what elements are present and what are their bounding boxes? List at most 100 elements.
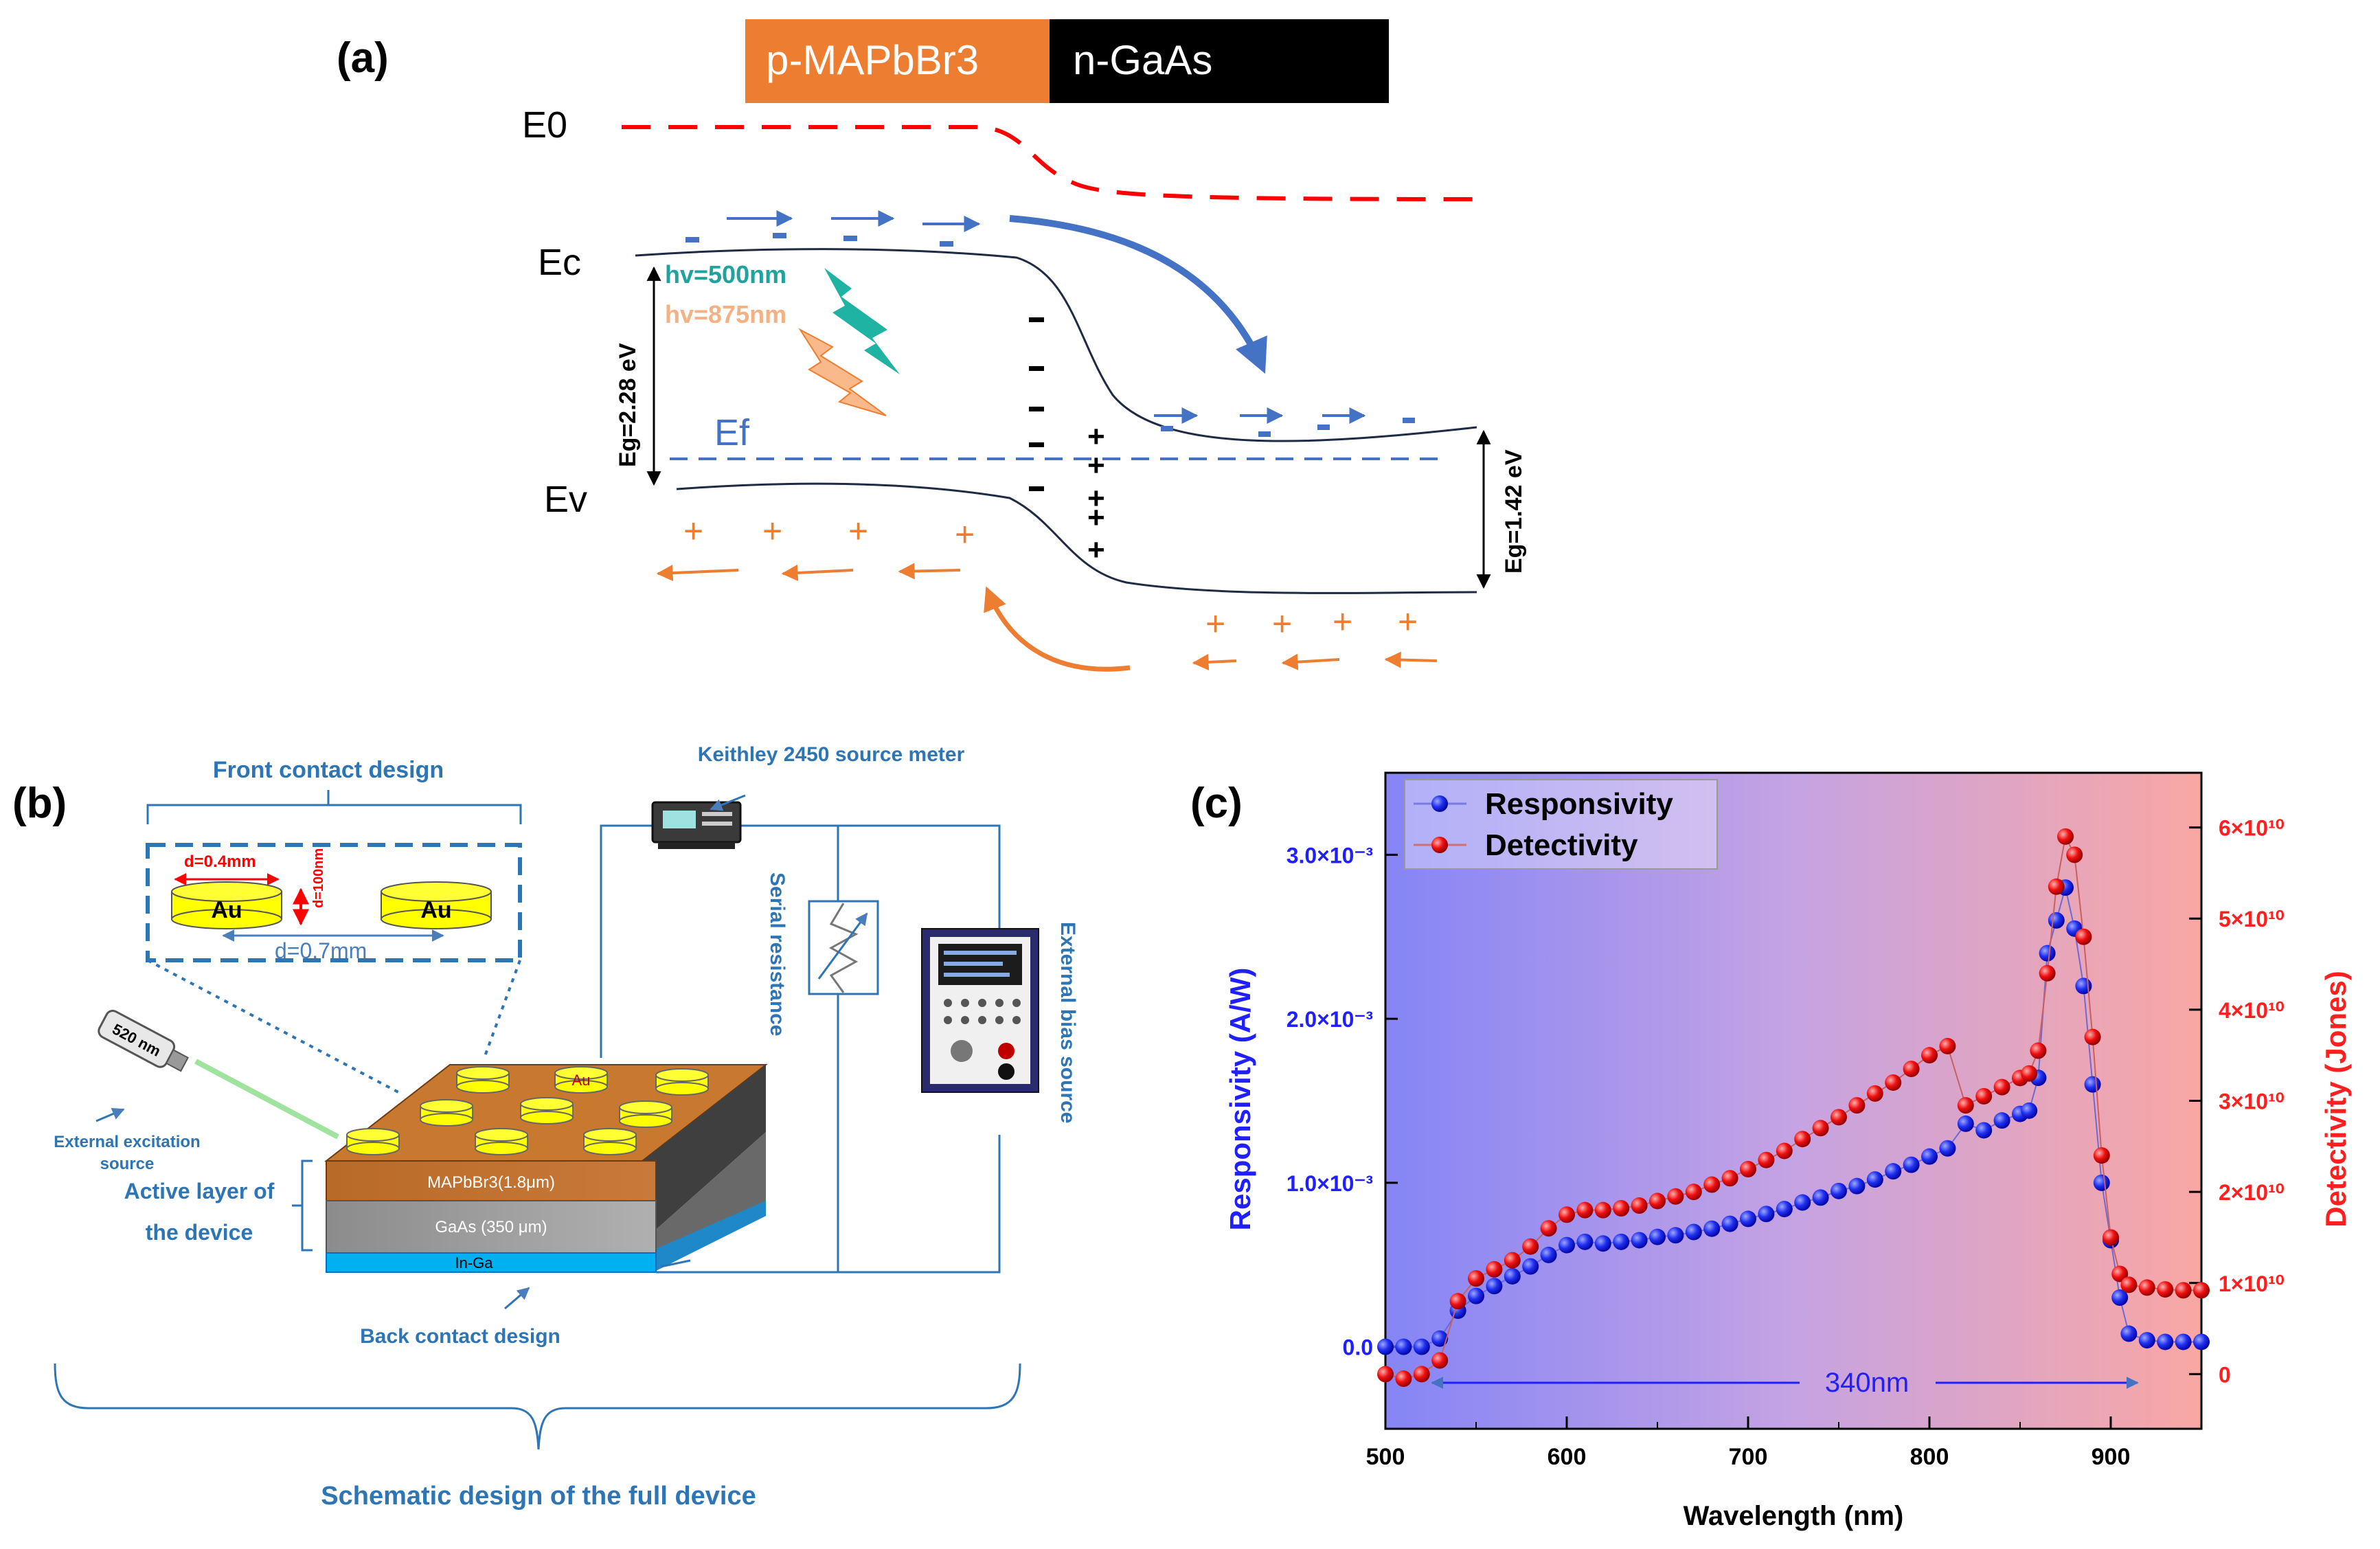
back-contact-label: Back contact design <box>360 1325 560 1348</box>
responsivity-point <box>1740 1210 1756 1228</box>
responsivity-point <box>2193 1333 2210 1350</box>
y2-tick-label: 1×10¹⁰ <box>2219 1271 2285 1296</box>
detectivity-point <box>1486 1260 1503 1278</box>
keithley-meter-icon <box>651 801 742 849</box>
detectivity-point <box>1413 1366 1430 1383</box>
detectivity-point <box>1685 1184 1702 1201</box>
responsivity-point <box>1993 1112 2010 1129</box>
responsivity-point <box>1413 1338 1430 1355</box>
au-disc-right: Au <box>381 881 492 929</box>
legend-marker-responsivity <box>1431 795 1448 812</box>
excitation-label-line1: External excitation <box>54 1133 200 1151</box>
hv-500-label: hv=500nm <box>665 260 786 289</box>
layer-side-mid <box>656 1132 766 1271</box>
detectivity-point <box>2103 1229 2119 1246</box>
panel-b: (b) Front contact design Au Au d=0.4mm d… <box>12 743 1079 1511</box>
responsivity-point <box>1468 1287 1484 1304</box>
responsivity-point <box>1559 1236 1575 1254</box>
layer-side-top <box>642 1065 766 1230</box>
svg-text:+: + <box>1087 501 1105 534</box>
thickness-label: d=100nm <box>311 848 326 908</box>
y2-tick-label: 2×10¹⁰ <box>2219 1180 2285 1205</box>
responsivity-point <box>1377 1338 1394 1355</box>
y2-tick-label: 0 <box>2219 1362 2231 1387</box>
bias-source-icon <box>921 928 1039 1093</box>
panel-c-label: (c) <box>1190 780 1243 827</box>
y2-tick-label: 5×10¹⁰ <box>2219 907 2285 931</box>
detectivity-point <box>1975 1087 1993 1105</box>
responsivity-point <box>1486 1278 1503 1295</box>
responsivity-point <box>1758 1206 1775 1223</box>
hv-875-label: hv=875nm <box>665 300 786 328</box>
holes-left: + + + + <box>656 512 975 582</box>
responsivity-point <box>1776 1201 1793 1218</box>
responsivity-point <box>2138 1332 2155 1349</box>
span-annotation: 340nm <box>1825 1368 1909 1398</box>
detectivity-point <box>1576 1201 1594 1219</box>
detectivity-point <box>2066 846 2083 863</box>
responsivity-point <box>1794 1194 1811 1211</box>
detectivity-point <box>1667 1188 1684 1205</box>
x-axis-label: Wavelength (nm) <box>1684 1501 1904 1531</box>
responsivity-point <box>1812 1189 1829 1206</box>
detectivity-point <box>1812 1120 1829 1137</box>
svg-text:+: + <box>955 515 975 554</box>
responsivity-point <box>1613 1233 1630 1250</box>
detectivity-point <box>1957 1097 1974 1114</box>
conduction-band <box>635 248 1477 442</box>
legend-marker-detectivity <box>1431 837 1448 853</box>
zoom-line-right <box>483 960 521 1059</box>
keithley-label: Keithley 2450 source meter <box>698 743 965 766</box>
detectivity-point <box>2120 1276 2138 1293</box>
responsivity-point <box>1504 1267 1521 1285</box>
y-tick-label: 0.0 <box>1343 1335 1373 1360</box>
responsivity-point <box>1831 1182 1847 1199</box>
holes-right: + + + + <box>1192 602 1438 670</box>
detectivity-point <box>1903 1061 1920 1078</box>
au-label-right: Au <box>420 897 451 923</box>
au-label-left: Au <box>211 897 242 923</box>
detectivity-point <box>2075 928 2092 945</box>
x-tick-label: 800 <box>1910 1444 1949 1470</box>
resistor-icon <box>808 900 879 995</box>
responsivity-point <box>2039 945 2056 962</box>
detectivity-point <box>2021 1065 2038 1082</box>
serial-label: Serial resistance <box>766 872 789 1037</box>
panel-a-label: (a) <box>337 34 389 82</box>
e0-label: E0 <box>522 104 567 146</box>
hole-transfer-arrow <box>984 586 1131 672</box>
detectivity-point <box>1939 1037 1956 1054</box>
ef-label: Ef <box>714 412 750 453</box>
detectivity-point <box>2057 828 2074 845</box>
responsivity-point <box>1685 1223 1702 1241</box>
detectivity-point <box>1885 1074 1902 1091</box>
responsivity-point <box>2048 912 2065 929</box>
keithley-pointer <box>710 794 746 811</box>
ec-label: Ec <box>538 242 581 283</box>
responsivity-point <box>2157 1333 2174 1350</box>
legend-label-detectivity: Detectivity <box>1485 828 1638 862</box>
layer-gaas <box>326 1200 657 1254</box>
layer-mapbbr3-label: MAPbBr3(1.8μm) <box>427 1173 555 1192</box>
detectivity-point <box>1631 1197 1648 1214</box>
detectivity-point <box>1594 1201 1611 1219</box>
detectivity-point <box>2093 1147 2110 1164</box>
svg-text:+: + <box>1398 602 1418 641</box>
detectivity-point <box>2138 1279 2155 1296</box>
responsivity-point <box>1975 1122 1993 1139</box>
detectivity-point <box>1377 1366 1394 1383</box>
detectivity-point <box>1740 1160 1756 1177</box>
responsivity-point <box>1395 1338 1412 1355</box>
eg-right-label: Eg=1.42 eV <box>1501 449 1527 574</box>
svg-text:+: + <box>848 512 868 550</box>
layer-mapbbr3 <box>326 1160 657 1201</box>
responsivity-point <box>2075 977 2092 995</box>
lightning-875-icon <box>798 328 887 416</box>
x-tick-label: 900 <box>2092 1444 2131 1470</box>
electrons-left <box>685 210 981 247</box>
detectivity-point <box>1921 1047 1938 1064</box>
p-layer-box <box>745 19 1050 103</box>
y-axis-label: Responsivity (A/W) <box>1224 968 1256 1231</box>
y2-tick-label: 6×10¹⁰ <box>2219 816 2285 841</box>
active-layer-line2: the device <box>146 1220 253 1245</box>
